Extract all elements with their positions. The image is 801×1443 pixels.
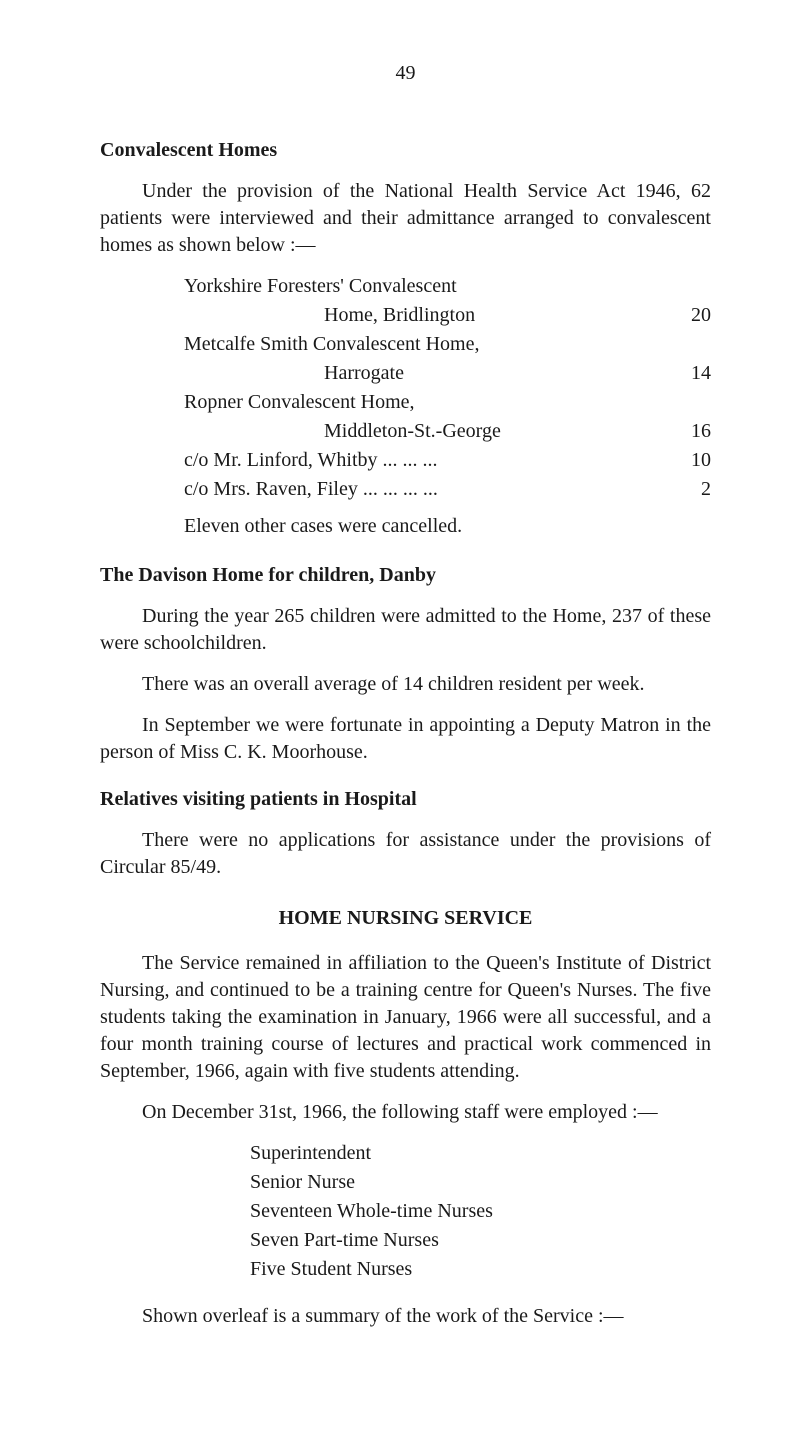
- para-convalescent-intro: Under the provision of the National Heal…: [100, 178, 711, 259]
- list-label: Metcalfe Smith Convalescent Home,: [184, 331, 661, 358]
- list-row: c/o Mr. Linford, Whitby ... ... ... 10: [184, 447, 711, 474]
- para-nursing-2: On December 31st, 1966, the following st…: [100, 1099, 711, 1126]
- staff-item: Superintendent: [250, 1140, 711, 1167]
- list-label: Yorkshire Foresters' Convalescent: [184, 273, 661, 300]
- para-davison-1: During the year 265 children were admitt…: [100, 603, 711, 657]
- list-value: [661, 331, 711, 358]
- list-label: c/o Mr. Linford, Whitby ... ... ...: [184, 447, 661, 474]
- list-value: 16: [661, 418, 711, 445]
- list-label: Middleton-St.-George: [184, 418, 661, 445]
- heading-nursing: HOME NURSING SERVICE: [100, 905, 711, 932]
- list-value: 20: [661, 302, 711, 329]
- heading-davison: The Davison Home for children, Danby: [100, 562, 711, 589]
- convalescent-list: Yorkshire Foresters' Convalescent Home, …: [184, 273, 711, 503]
- staff-item: Senior Nurse: [250, 1169, 711, 1196]
- para-relatives-1: There were no applications for assistanc…: [100, 827, 711, 881]
- list-label: Harrogate: [184, 360, 661, 387]
- staff-list: Superintendent Senior Nurse Seventeen Wh…: [250, 1140, 711, 1283]
- list-value: [661, 273, 711, 300]
- list-value: 10: [661, 447, 711, 474]
- list-value: 14: [661, 360, 711, 387]
- para-nursing-1: The Service remained in affiliation to t…: [100, 950, 711, 1085]
- para-davison-2: There was an overall average of 14 child…: [100, 671, 711, 698]
- list-row: Metcalfe Smith Convalescent Home,: [184, 331, 711, 358]
- para-nursing-3: Shown overleaf is a summary of the work …: [100, 1303, 711, 1330]
- list-row: Yorkshire Foresters' Convalescent: [184, 273, 711, 300]
- list-row: Harrogate 14: [184, 360, 711, 387]
- list-row: Home, Bridlington 20: [184, 302, 711, 329]
- staff-item: Seventeen Whole-time Nurses: [250, 1198, 711, 1225]
- para-davison-3: In September we were fortunate in appoin…: [100, 712, 711, 766]
- list-row: Middleton-St.-George 16: [184, 418, 711, 445]
- heading-relatives: Relatives visiting patients in Hospital: [100, 786, 711, 813]
- staff-item: Five Student Nurses: [250, 1256, 711, 1283]
- list-value: [661, 389, 711, 416]
- convalescent-closing: Eleven other cases were cancelled.: [184, 513, 711, 540]
- page-number: 49: [100, 60, 711, 87]
- list-row: Ropner Convalescent Home,: [184, 389, 711, 416]
- list-value: 2: [661, 476, 711, 503]
- heading-convalescent: Convalescent Homes: [100, 137, 711, 164]
- staff-item: Seven Part-time Nurses: [250, 1227, 711, 1254]
- list-label: Ropner Convalescent Home,: [184, 389, 661, 416]
- list-row: c/o Mrs. Raven, Filey ... ... ... ... 2: [184, 476, 711, 503]
- list-label: c/o Mrs. Raven, Filey ... ... ... ...: [184, 476, 661, 503]
- list-label: Home, Bridlington: [184, 302, 661, 329]
